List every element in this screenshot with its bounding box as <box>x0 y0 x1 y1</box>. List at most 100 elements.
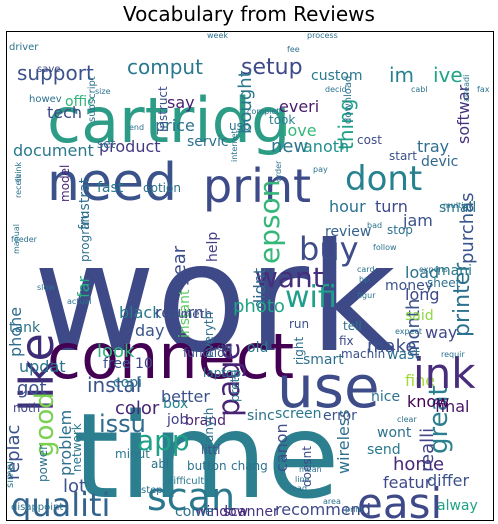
word-howev: howev <box>29 94 62 105</box>
word-cabl: cabl <box>411 85 428 94</box>
word-nice: nice <box>371 389 400 405</box>
word-model: model <box>58 165 72 202</box>
word-small: small <box>439 200 476 216</box>
word-updat: updat <box>19 357 66 376</box>
word-download: download <box>343 76 354 124</box>
word-devic: devic <box>421 154 458 170</box>
word-start: start <box>389 149 417 163</box>
word-far: far <box>74 276 93 298</box>
word-servic: servic <box>187 134 229 150</box>
word-instant: instant <box>177 289 193 338</box>
word-mean: mean <box>299 465 322 474</box>
word-pretti: pretti <box>228 370 242 402</box>
word-disappoint: disappoint <box>11 502 63 513</box>
word-lot: lot <box>63 476 86 497</box>
word-printer: printer <box>450 262 475 337</box>
word-new: new <box>271 136 308 157</box>
word-feeder: feeder <box>11 235 38 244</box>
word-order: order <box>274 160 283 182</box>
word-document: document <box>13 141 94 160</box>
word-send: send <box>367 442 401 458</box>
word-price: price <box>155 116 195 135</box>
word-mani: mani <box>437 263 472 279</box>
word-bad: bad <box>367 221 382 230</box>
word-stop: stop <box>387 223 413 237</box>
word-power: power <box>36 445 50 482</box>
word-chang: chang <box>231 459 268 473</box>
word-replac: replac <box>7 425 24 480</box>
word-instruct: instruct <box>156 86 170 132</box>
word-long: long <box>405 285 440 304</box>
word-anyth: anyth <box>202 408 216 442</box>
word-easi: easi <box>357 479 442 520</box>
word-instal: instal <box>87 373 141 397</box>
word-setup: setup <box>241 55 303 80</box>
word-epson: epson <box>253 180 286 264</box>
word-want: want <box>255 261 324 294</box>
word-alway: alway <box>437 498 478 514</box>
word-hour: hour <box>329 197 366 216</box>
word-purchas: purchas <box>457 192 478 264</box>
word-return: return <box>155 303 204 322</box>
word-anoth: anoth <box>303 137 349 156</box>
word-color: color <box>115 398 160 419</box>
word-featur: featur <box>383 473 432 492</box>
word-comput: comput <box>127 55 203 79</box>
word-said: said <box>405 308 434 324</box>
word-jam: jam <box>402 211 433 230</box>
word-someth: someth <box>167 307 212 321</box>
word-load: load <box>405 263 439 282</box>
word-turn: turn <box>375 197 408 216</box>
word-10: 10 <box>135 356 153 372</box>
word-look: look <box>97 341 135 362</box>
word-window: window <box>195 504 248 520</box>
word-decid: decid <box>325 85 347 94</box>
word-star: star <box>217 343 233 352</box>
word-help: help <box>205 232 221 262</box>
word-right: right <box>292 337 306 365</box>
word-wifi: wifi <box>285 280 337 315</box>
word-subscript: subscript <box>87 76 98 122</box>
word-smart: smart <box>303 352 344 368</box>
word-figur: figur <box>357 291 376 300</box>
word-usb: usb <box>229 119 250 133</box>
word-fix: fix <box>339 334 354 348</box>
word-requir: requir <box>441 350 465 359</box>
word-problem: problem <box>56 410 75 476</box>
word-print: print <box>345 505 364 514</box>
word-month: month <box>403 299 424 357</box>
word-product: product <box>99 137 161 156</box>
word-tell: tell <box>343 319 362 333</box>
word-complet: complet <box>247 107 279 116</box>
word-follow: follow <box>373 243 397 252</box>
word-expens: expens <box>419 265 448 274</box>
word-area: area <box>323 497 341 506</box>
word-run: run <box>289 317 309 331</box>
word-photo: photo <box>233 296 285 317</box>
word-think: think <box>14 162 23 183</box>
word-read: read <box>289 484 307 493</box>
word-come: come <box>175 504 214 520</box>
word-got: got <box>17 378 47 399</box>
word-fee: fee <box>287 45 300 54</box>
word-old: old <box>247 340 268 356</box>
word-year: year <box>169 245 190 286</box>
word-final: final <box>435 397 469 416</box>
word-slow: slow <box>37 283 55 292</box>
word-cloud-frame: work time connect cartridg need print use easi l… <box>6 31 494 521</box>
word-button: button <box>187 459 227 473</box>
word-great: great <box>424 385 454 454</box>
word-fast: fast <box>97 180 124 196</box>
word-make: make <box>367 336 416 357</box>
word-machin: machin <box>341 347 385 361</box>
word-driver: driver <box>9 42 39 53</box>
word-time: time <box>73 387 340 520</box>
word-internet: internet <box>230 130 239 162</box>
word-alreadi: alreadi <box>462 75 471 102</box>
word-good: good <box>30 392 60 457</box>
word-function: function <box>183 346 232 360</box>
word-support: support <box>17 61 94 85</box>
word-laptop: laptop <box>203 366 241 380</box>
